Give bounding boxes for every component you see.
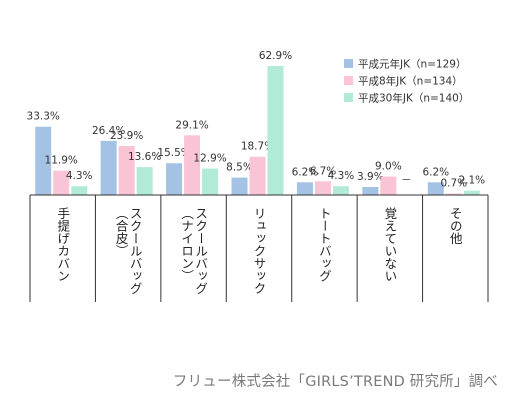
bar-s2-c5 [314,181,331,195]
data-label-s1-c2: 26.4% [92,125,125,137]
data-label-s1-c3: 15.5% [157,147,190,159]
bar-s1-c1 [35,126,52,195]
bar-s3-c4 [267,66,284,196]
bar-s1-c2 [100,140,117,195]
category-label-3: （ナイロン） [179,207,194,282]
category-label-6: 覚えていない [382,207,397,282]
bar-s2-c4 [249,156,266,195]
data-label-s2-c2: 23.9% [110,130,143,142]
category-label-4: リュックサック [252,207,267,295]
category-label-1: 手提げカバン [55,207,70,282]
bar-s3-c2 [136,167,153,195]
data-label-s1-c7: 6.2% [422,166,449,178]
data-label-s1-c5: 6.2% [292,166,319,178]
legend-swatch-2 [344,76,353,85]
category-label-3: スクールバッグ [193,207,208,295]
data-label-s2-c5: 6.7% [310,165,337,177]
bar-s2-c2 [118,146,135,195]
data-label-s3-c2: 13.6% [128,151,161,163]
category-label-5: トートバッグ [317,207,332,282]
data-label-s2-c7: 0.7% [440,178,467,190]
source-credit: フリュー株式会社「GIRLS’TREND 研究所」調べ [172,374,498,390]
legend-label-1: 平成元年JK（n=129） [358,58,466,71]
category-label-7: その他 [448,207,463,245]
category-label-2: スクールバッグ [128,207,143,295]
bar-s3-c5 [332,186,349,195]
legend-swatch-3 [344,93,353,102]
bar-s1-c5 [296,182,313,195]
bar-s2-c7 [445,193,462,195]
legend-swatch-1 [344,59,353,68]
data-label-s3-c1: 4.3% [66,170,93,182]
bar-s2-c6 [380,176,397,195]
bar-s3-c3 [202,168,219,195]
bar-s1-c7 [427,182,444,195]
data-label-s1-c4: 8.5% [226,162,253,174]
bar-s1-c6 [362,187,379,195]
data-label-s3-c6: － [401,174,412,186]
bar-s3-c1 [71,186,88,195]
bar-s2-c3 [184,135,201,195]
data-label-s1-c1: 33.3% [27,111,60,123]
bar-s3-c7 [463,190,480,195]
data-label-s2-c4: 18.7% [241,141,274,153]
bar-s1-c3 [166,163,183,195]
data-label-s3-c5: 4.3% [328,170,355,182]
data-label-s2-c1: 11.9% [45,155,78,167]
category-label-2: （合皮） [114,207,129,257]
bar-s2-c1 [53,170,70,195]
legend-label-3: 平成30年JK（n=140） [358,92,469,105]
data-label-s3-c7: 2.1% [458,175,485,187]
bar-s1-c4 [231,177,248,195]
data-label-s1-c6: 3.9% [357,171,384,183]
data-label-s2-c6: 9.0% [375,161,402,173]
data-label-s3-c4: 62.9% [259,50,292,62]
data-label-s2-c3: 29.1% [175,119,208,131]
legend-label-2: 平成8年JK（n=134） [358,75,463,88]
data-label-s3-c3: 12.9% [193,153,226,165]
